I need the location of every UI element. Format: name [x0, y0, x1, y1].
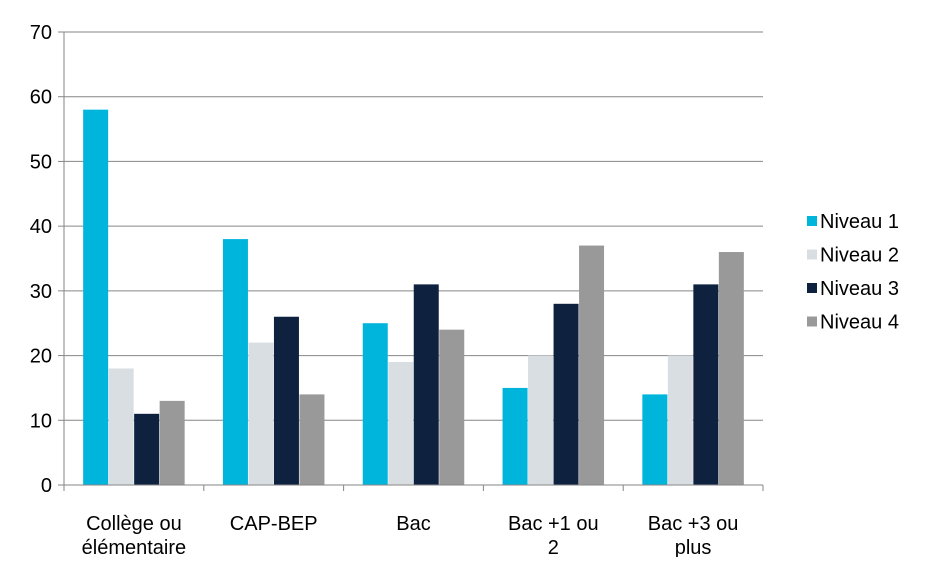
y-tick-labels: 0 10 20 30 40 50 60 70: [30, 22, 52, 497]
bar: [693, 284, 719, 485]
y-tick-label: 10: [30, 410, 52, 432]
x-tick-label: Bac +1 ou 2: [508, 513, 599, 557]
x-tick-label: Collège ou élémentaire: [82, 513, 187, 557]
bar: [439, 329, 465, 485]
bar: [579, 245, 605, 485]
bar: [502, 387, 528, 485]
y-tick-label: 70: [30, 22, 52, 44]
x-tick-label: Bac: [396, 513, 430, 535]
bar: [108, 368, 134, 485]
legend-swatch: [807, 216, 817, 226]
bar: [667, 355, 693, 485]
bar: [528, 355, 554, 485]
bar: [388, 362, 414, 485]
bar: [299, 394, 325, 485]
legend-label: Niveau 4: [820, 312, 899, 334]
legend-label: Niveau 1: [820, 211, 899, 233]
x-tick-label: Bac +3 ou plus: [648, 513, 739, 557]
bar: [642, 394, 668, 485]
y-tick-label: 40: [30, 216, 52, 238]
y-tick-label: 60: [30, 87, 52, 109]
legend-swatch: [807, 249, 817, 260]
x-tick-label: CAP-BEP: [230, 513, 318, 535]
bar: [413, 284, 439, 485]
bars: [83, 109, 744, 486]
bar: [248, 342, 274, 485]
legend-item: Niveau 1: [807, 211, 899, 233]
x-tick-labels: Collège ou élémentaire CAP-BEP Bac Bac +1 ou…: [82, 513, 739, 559]
legend-item: Niveau 3: [807, 278, 899, 300]
y-tick-label: 30: [30, 281, 52, 303]
gridlines: [64, 31, 763, 421]
bar: [273, 316, 299, 485]
y-tick-label: 0: [41, 475, 52, 497]
y-tick-label: 50: [30, 151, 52, 173]
legend-swatch: [807, 283, 817, 293]
bar: [159, 400, 185, 485]
legend-item: Niveau 4: [807, 312, 899, 334]
bar: [718, 252, 744, 485]
bar: [362, 323, 388, 485]
legend-label: Niveau 3: [820, 278, 899, 300]
legend-item: Niveau 2: [807, 245, 899, 267]
bar: [553, 303, 579, 485]
bar: [222, 239, 248, 485]
legend-label: Niveau 2: [820, 245, 899, 267]
axes: [58, 31, 764, 491]
y-tick-label: 20: [30, 346, 52, 368]
bar: [83, 109, 109, 486]
bar: [134, 413, 160, 485]
legend: Niveau 1 Niveau 2 Niveau 3 Niveau 4: [807, 211, 899, 334]
legend-swatch: [807, 316, 817, 327]
